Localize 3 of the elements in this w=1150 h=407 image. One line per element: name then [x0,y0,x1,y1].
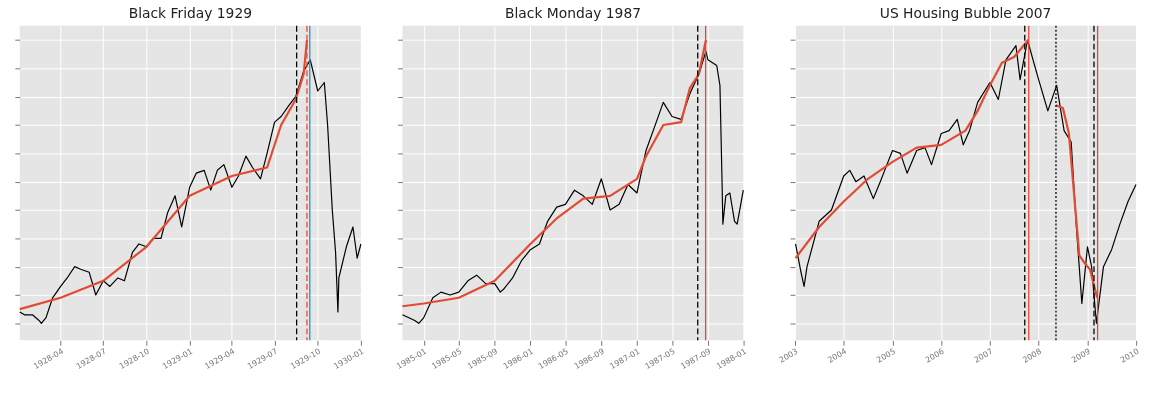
chart-title: Black Monday 1987 [505,5,642,22]
chart-title: Black Friday 1929 [128,5,252,22]
chart-title: US Housing Bubble 2007 [879,5,1052,22]
